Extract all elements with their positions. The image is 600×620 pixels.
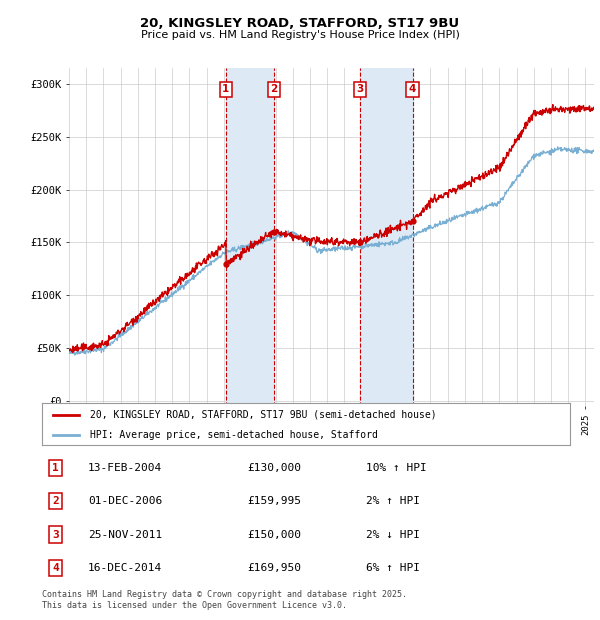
Text: 1: 1 — [52, 463, 59, 473]
Text: 25-NOV-2011: 25-NOV-2011 — [88, 529, 162, 539]
Text: 4: 4 — [409, 84, 416, 94]
Text: 10% ↑ HPI: 10% ↑ HPI — [366, 463, 427, 473]
Text: £159,995: £159,995 — [247, 496, 301, 506]
Text: £169,950: £169,950 — [247, 564, 301, 574]
Text: 4: 4 — [52, 564, 59, 574]
Text: 20, KINGSLEY ROAD, STAFFORD, ST17 9BU: 20, KINGSLEY ROAD, STAFFORD, ST17 9BU — [140, 17, 460, 30]
Text: £150,000: £150,000 — [247, 529, 301, 539]
Text: 3: 3 — [52, 529, 59, 539]
Text: 01-DEC-2006: 01-DEC-2006 — [88, 496, 162, 506]
Text: HPI: Average price, semi-detached house, Stafford: HPI: Average price, semi-detached house,… — [89, 430, 377, 440]
Text: 2% ↓ HPI: 2% ↓ HPI — [366, 529, 420, 539]
Text: 1: 1 — [222, 84, 229, 94]
Bar — [226, 68, 274, 406]
Text: 2: 2 — [271, 84, 278, 94]
Text: 20, KINGSLEY ROAD, STAFFORD, ST17 9BU (semi-detached house): 20, KINGSLEY ROAD, STAFFORD, ST17 9BU (s… — [89, 410, 436, 420]
Text: Price paid vs. HM Land Registry's House Price Index (HPI): Price paid vs. HM Land Registry's House … — [140, 30, 460, 40]
Text: Contains HM Land Registry data © Crown copyright and database right 2025.
This d: Contains HM Land Registry data © Crown c… — [42, 590, 407, 609]
Text: 3: 3 — [356, 84, 364, 94]
Text: 13-FEB-2004: 13-FEB-2004 — [88, 463, 162, 473]
Text: £130,000: £130,000 — [247, 463, 301, 473]
Bar — [360, 68, 413, 406]
Text: 6% ↑ HPI: 6% ↑ HPI — [366, 564, 420, 574]
Text: 2% ↑ HPI: 2% ↑ HPI — [366, 496, 420, 506]
Text: 2: 2 — [52, 496, 59, 506]
Text: 16-DEC-2014: 16-DEC-2014 — [88, 564, 162, 574]
